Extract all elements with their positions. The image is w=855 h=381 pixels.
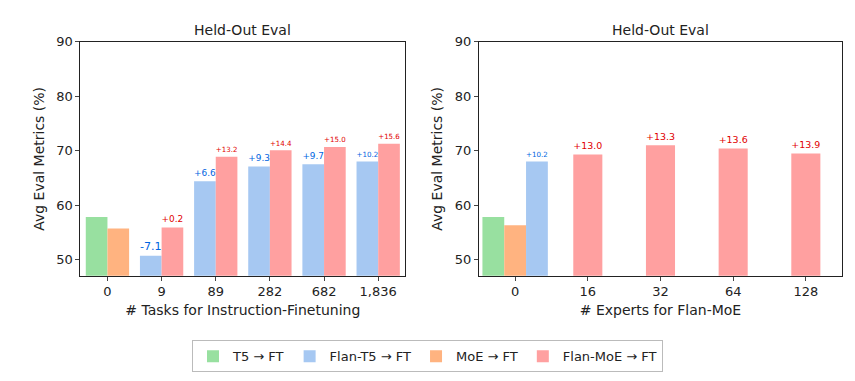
svg-text:0: 0 xyxy=(103,284,111,299)
svg-text:+9.3: +9.3 xyxy=(248,153,270,163)
svg-text:16: 16 xyxy=(580,284,597,299)
svg-text:32: 32 xyxy=(652,284,669,299)
svg-text:+13.6: +13.6 xyxy=(719,134,748,145)
svg-text:Avg Eval Metrics (%): Avg Eval Metrics (%) xyxy=(429,87,445,231)
svg-text:MoE → FT: MoE → FT xyxy=(456,349,518,364)
svg-text:+0.2: +0.2 xyxy=(162,214,184,224)
svg-text:60: 60 xyxy=(56,198,73,213)
svg-text:+9.7: +9.7 xyxy=(302,151,324,161)
svg-text:Held-Out Eval: Held-Out Eval xyxy=(194,22,291,38)
svg-text:+13.2: +13.2 xyxy=(216,145,238,154)
svg-text:Flan-T5 → FT: Flan-T5 → FT xyxy=(330,349,411,364)
svg-text:+10.2: +10.2 xyxy=(526,150,548,159)
svg-text:50: 50 xyxy=(56,252,73,267)
svg-text:+13.9: +13.9 xyxy=(791,139,820,150)
svg-text:+15.6: +15.6 xyxy=(378,132,400,141)
svg-text:Flan-MoE → FT: Flan-MoE → FT xyxy=(563,349,657,364)
svg-text:+13.0: +13.0 xyxy=(573,140,602,151)
svg-text:70: 70 xyxy=(56,143,73,158)
svg-text:+15.0: +15.0 xyxy=(324,135,346,144)
svg-text:50: 50 xyxy=(455,252,472,267)
svg-text:64: 64 xyxy=(725,284,742,299)
svg-text:+10.2: +10.2 xyxy=(357,150,379,159)
svg-text:1,836: 1,836 xyxy=(360,284,397,299)
svg-text:+13.3: +13.3 xyxy=(646,131,675,142)
svg-text:Avg Eval Metrics (%): Avg Eval Metrics (%) xyxy=(31,87,47,231)
svg-text:90: 90 xyxy=(56,34,73,49)
svg-text:80: 80 xyxy=(455,89,472,104)
svg-text:+14.4: +14.4 xyxy=(270,139,292,148)
svg-text:89: 89 xyxy=(207,284,224,299)
svg-text:Held-Out Eval: Held-Out Eval xyxy=(612,22,709,38)
svg-text:70: 70 xyxy=(455,143,472,158)
svg-text:282: 282 xyxy=(257,284,282,299)
svg-text:# Tasks for Instruction-Finetu: # Tasks for Instruction-Finetuning xyxy=(125,302,360,318)
svg-text:0: 0 xyxy=(511,284,519,299)
svg-text:682: 682 xyxy=(312,284,337,299)
svg-text:128: 128 xyxy=(793,284,818,299)
svg-text:T5 → FT: T5 → FT xyxy=(232,349,284,364)
svg-text:# Experts for Flan-MoE: # Experts for Flan-MoE xyxy=(580,302,741,318)
svg-text:60: 60 xyxy=(455,198,472,213)
svg-text:80: 80 xyxy=(56,89,73,104)
svg-text:9: 9 xyxy=(157,284,165,299)
svg-text:-7.1: -7.1 xyxy=(140,240,162,253)
svg-text:90: 90 xyxy=(455,34,472,49)
svg-text:+6.6: +6.6 xyxy=(194,168,216,178)
